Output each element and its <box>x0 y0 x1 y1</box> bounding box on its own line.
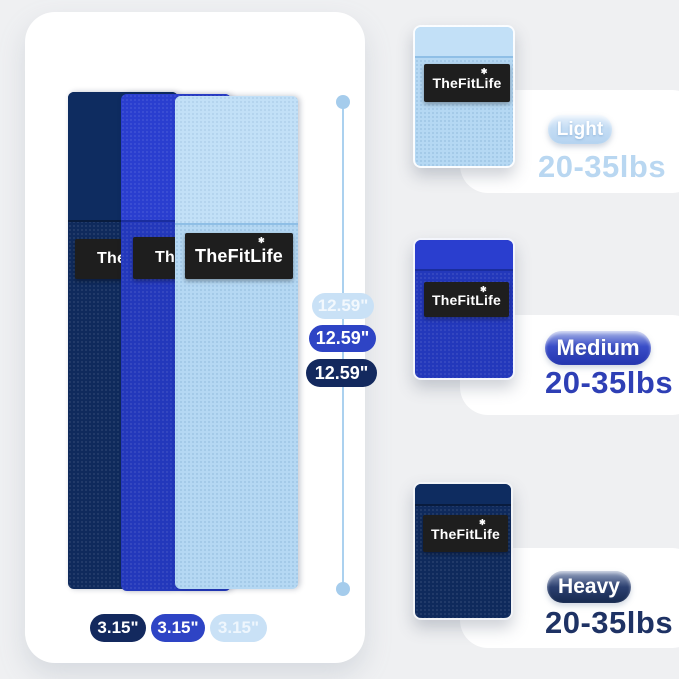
brand-name: TheFitLife <box>432 291 501 308</box>
band-flap <box>415 240 513 271</box>
band-light-large: TheFitLife ✱ <box>175 96 298 589</box>
level-badge-light: Light <box>548 115 612 144</box>
band-flap <box>415 484 511 506</box>
paw-icon: ✱ <box>480 67 488 76</box>
length-label-light: 12.59" <box>312 293 374 319</box>
brand-label: TheFitLife ✱ <box>423 515 508 552</box>
level-badge-heavy: Heavy <box>547 571 631 603</box>
paw-icon: ✱ <box>479 518 486 527</box>
brand-name: TheFitLife <box>432 75 502 91</box>
brand-name: TheFitLife <box>195 245 283 266</box>
band-thumbnail-heavy: TheFitLife ✱ <box>413 482 513 620</box>
width-label-light: 3.15" <box>210 614 267 642</box>
band-thumbnail-medium: TheFitLife ✱ <box>413 238 515 380</box>
dimension-dot-bottom <box>336 582 350 596</box>
brand-label: TheFitLife ✱ <box>424 64 510 102</box>
level-badge-medium: Medium <box>545 331 651 365</box>
length-label-medium: 12.59" <box>309 325 376 352</box>
brand-label: TheFitLife ✱ <box>185 233 293 279</box>
dimension-dot-top <box>336 95 350 109</box>
weight-text-medium: 20-35lbs <box>545 365 674 400</box>
length-label-heavy: 12.59" <box>306 359 377 387</box>
brand-label: TheFitLife ✱ <box>424 282 509 317</box>
paw-icon: ✱ <box>480 285 487 294</box>
weight-text-light: 20-35lbs <box>538 149 667 184</box>
left-product-card: TheFitLife TheFitLife TheFitLife ✱ 12.59… <box>25 12 377 663</box>
width-label-heavy: 3.15" <box>90 614 146 642</box>
paw-icon: ✱ <box>258 236 265 245</box>
weight-text-heavy: 20-35lbs <box>545 605 674 640</box>
band-thumbnail-light: TheFitLife ✱ <box>413 25 515 168</box>
band-flap <box>415 27 513 58</box>
width-label-medium: 3.15" <box>151 614 205 642</box>
band-flap <box>175 96 298 225</box>
brand-name: TheFitLife <box>431 525 500 542</box>
